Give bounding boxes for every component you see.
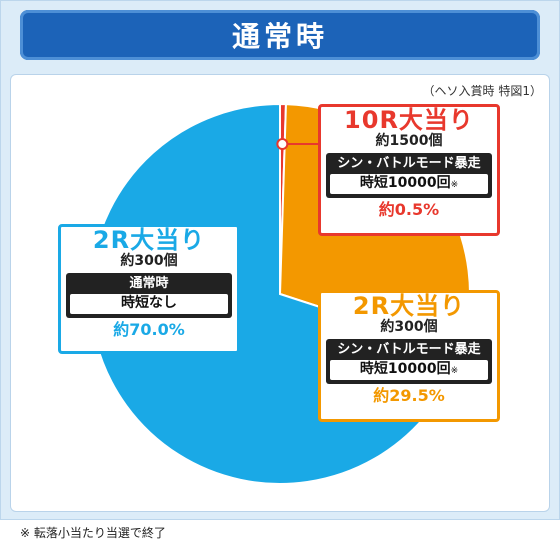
slice-percent: 約0.5% [378,200,440,219]
slice-label-2r-bonus: 2R大当り 約300個 シン・バトルモード暴走 時短10000回※ 約29.5% [318,290,500,422]
page-title: 通常時 [231,20,328,53]
slice-percent: 約70.0% [113,320,185,339]
slice-title: 10R大当り [344,106,474,134]
slice-label-10r: 10R大当り 約1500個 シン・バトルモード暴走 時短10000回※ 約0.5… [318,104,500,236]
slice-prize: 約300個 [120,253,178,269]
mode-result: 時短なし [70,294,228,314]
slice-label-2r-normal: 2R大当り 約300個 通常時 時短なし 約70.0% [58,224,240,354]
mode-name: シン・バトルモード暴走 [337,342,481,357]
mode-panel: シン・バトルモード暴走 時短10000回※ [326,339,492,384]
slice-prize: 約300個 [380,319,438,335]
slice-percent: 約29.5% [373,386,445,405]
mode-result: 時短10000回※ [330,360,488,380]
mode-panel: 通常時 時短なし [66,273,232,318]
slice-title: 2R大当り [352,292,466,320]
mode-result: 時短10000回※ [330,174,488,194]
footnote: ※ 転落小当たり当選で終了 [20,526,166,540]
connector-dot [276,138,289,151]
slice-prize: 約1500個 [375,133,443,149]
condition-note: （ヘソ入賞時 特図1） [422,84,542,98]
slice-title: 2R大当り [92,226,206,254]
mode-panel: シン・バトルモード暴走 時短10000回※ [326,153,492,198]
title-bar: 通常時 [20,10,540,60]
mode-name: シン・バトルモード暴走 [337,156,481,171]
mode-name: 通常時 [129,276,169,291]
